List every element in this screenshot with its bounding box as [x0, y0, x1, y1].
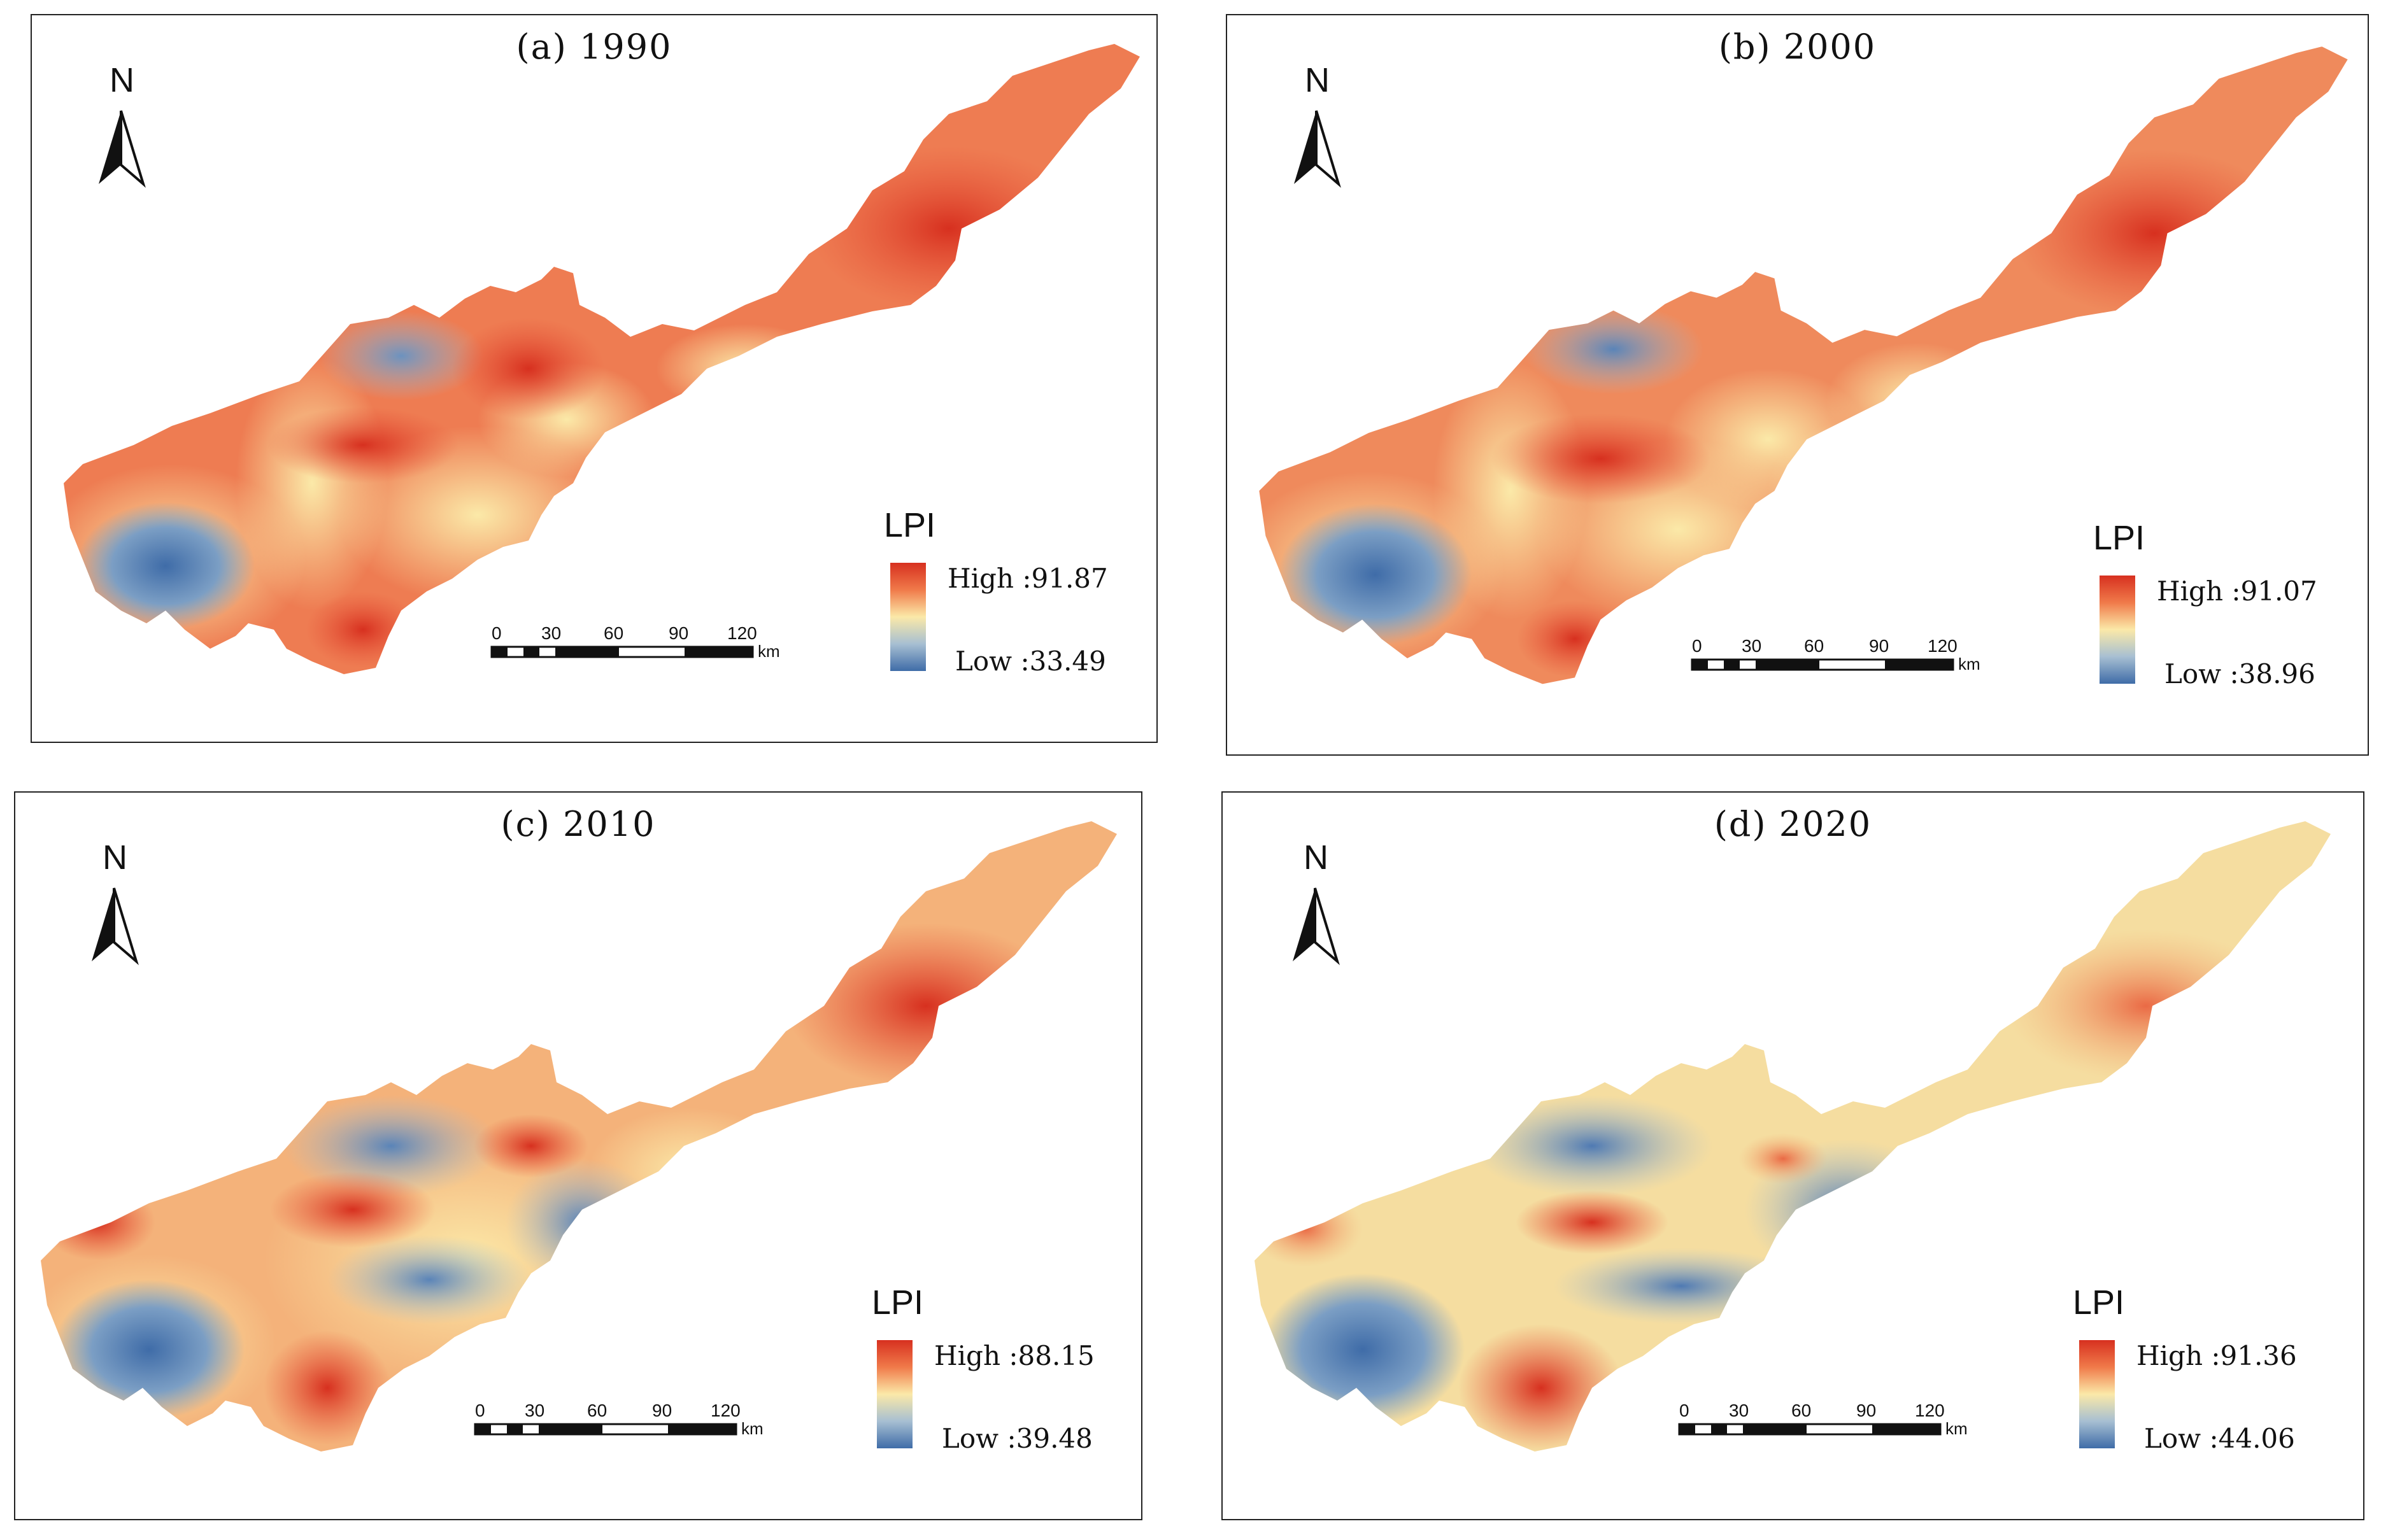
north-label: N: [103, 838, 127, 877]
legend-high-label: High :88.15: [934, 1340, 1095, 1371]
scale-unit: km: [1958, 654, 1980, 674]
map-panel-c: (c) 2010 N LPI High :: [14, 791, 1142, 1520]
scale-tick-30: 30: [1742, 636, 1761, 656]
scale-tick-90: 90: [669, 623, 688, 643]
legend-high-label: High :91.36: [2136, 1340, 2297, 1371]
scale-unit: km: [1945, 1419, 1968, 1438]
scale-tick-30: 30: [525, 1401, 544, 1420]
legend-title: LPI: [2073, 1283, 2125, 1322]
legend-low-label: Low :44.06: [2144, 1423, 2295, 1454]
panel-title: (b) 2000: [1718, 27, 1877, 67]
north-arrow-icon: N: [99, 61, 146, 188]
scale-tick-120: 120: [727, 623, 757, 643]
map-panel-d: (d) 2020 N LPI High :91.36 Low :44.06: [1221, 791, 2364, 1520]
legend-title: LPI: [872, 1283, 924, 1322]
panel-title: (c) 2010: [501, 804, 656, 844]
legend-color-ramp: [2100, 576, 2135, 684]
scale-bar: 0 30 60 90 120 km: [490, 623, 780, 661]
lpi-map-2000: [1259, 46, 2348, 684]
lpi-map-2020: [1254, 821, 2331, 1452]
scale-bar: 0 30 60 90 120 km: [474, 1401, 764, 1438]
scale-tick-60: 60: [1791, 1401, 1811, 1420]
north-arrow-icon: N: [1293, 838, 1340, 965]
legend-low-label: Low :39.48: [942, 1423, 1093, 1454]
map-panel-b: (b) 2000 N LPI High :91.07: [1226, 14, 2369, 756]
scale-tick-30: 30: [1729, 1401, 1749, 1420]
legend-title: LPI: [884, 506, 936, 544]
scale-unit: km: [758, 642, 780, 661]
scale-tick-90: 90: [1869, 636, 1889, 656]
lpi-map-2010: [41, 821, 1117, 1452]
scale-tick-120: 120: [1928, 636, 1958, 656]
legend-low-label: Low :33.49: [955, 646, 1106, 677]
north-label: N: [1304, 838, 1328, 877]
legend-low-label: Low :38.96: [2164, 658, 2315, 689]
scale-tick-120: 120: [1915, 1401, 1945, 1420]
scale-tick-0: 0: [475, 1401, 485, 1420]
scale-tick-90: 90: [652, 1401, 672, 1420]
scale-tick-120: 120: [711, 1401, 741, 1420]
legend-title: LPI: [2093, 519, 2145, 557]
north-label: N: [1305, 61, 1330, 99]
scale-tick-60: 60: [604, 623, 623, 643]
scale-bar: 0 30 60 90 120 km: [1678, 1401, 1968, 1438]
legend-color-ramp: [890, 563, 926, 671]
panel-title: (a) 1990: [516, 27, 672, 67]
scale-unit: km: [741, 1419, 764, 1438]
scale-tick-60: 60: [1804, 636, 1824, 656]
scale-tick-60: 60: [587, 1401, 607, 1420]
north-arrow-icon: N: [1294, 61, 1341, 188]
scale-bar: 0 30 60 90 120 km: [1691, 636, 1980, 674]
scale-tick-0: 0: [1679, 1401, 1689, 1420]
scale-tick-0: 0: [1692, 636, 1702, 656]
scale-tick-90: 90: [1856, 1401, 1876, 1420]
north-label: N: [110, 61, 134, 99]
map-panel-a: (a) 1990 N LPI High :: [31, 14, 1158, 743]
north-arrow-icon: N: [92, 838, 139, 965]
legend-high-label: High :91.07: [2157, 576, 2317, 607]
lpi-map-1990: [64, 44, 1140, 674]
legend-high-label: High :91.87: [948, 563, 1108, 594]
panel-title: (d) 2020: [1714, 804, 1872, 844]
legend-color-ramp: [877, 1340, 913, 1448]
scale-tick-30: 30: [541, 623, 561, 643]
legend-color-ramp: [2079, 1340, 2115, 1448]
scale-tick-0: 0: [492, 623, 502, 643]
